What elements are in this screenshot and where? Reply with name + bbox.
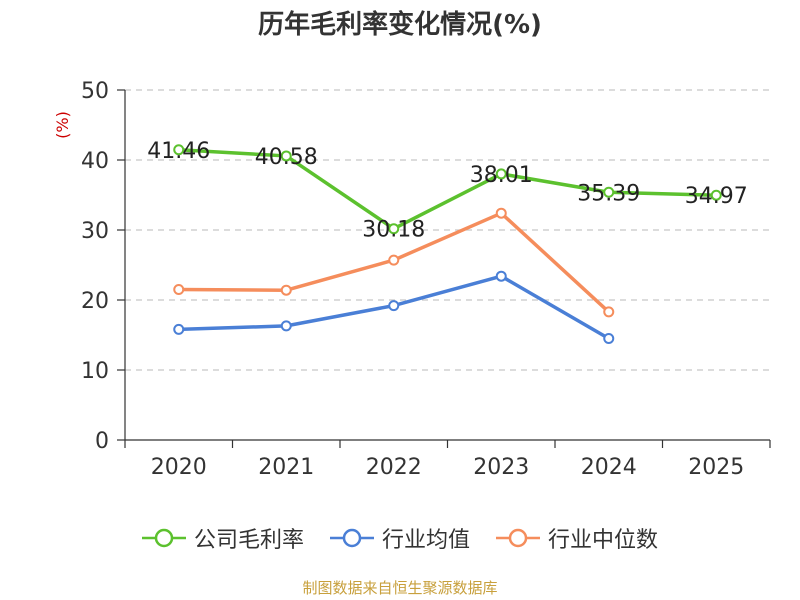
x-tick-label: 2024 <box>581 455 637 480</box>
legend-label: 行业中位数 <box>548 528 659 553</box>
chart-title: 历年毛利率变化情况(%) <box>258 10 542 40</box>
series-line <box>177 148 718 231</box>
y-tick-label: 30 <box>81 219 109 244</box>
data-label: 35.39 <box>577 181 640 206</box>
data-point <box>495 168 507 180</box>
x-tick-label: 2021 <box>258 455 314 480</box>
data-point <box>280 284 292 296</box>
legend: 公司毛利率 行业均值 行业中位数 <box>0 518 800 558</box>
data-label: 30.18 <box>362 218 425 243</box>
data-point <box>495 270 507 282</box>
data-point <box>173 144 185 156</box>
legend-swatch-icon <box>329 528 374 548</box>
legend-item[interactable]: 公司毛利率 <box>141 522 304 554</box>
data-point <box>388 254 400 266</box>
data-label: 41.46 <box>147 139 210 164</box>
data-point <box>173 323 185 335</box>
y-tick-label: 50 <box>81 79 109 104</box>
legend-label: 公司毛利率 <box>193 528 304 553</box>
data-point <box>173 284 185 295</box>
data-label: 38.01 <box>470 163 533 188</box>
data-point <box>603 306 615 318</box>
legend-item[interactable]: 行业均值 <box>329 522 470 554</box>
data-label-layer: 41.46 40.58 30.18 38.01 35.39 34.97 <box>147 139 747 243</box>
data-point <box>603 333 615 344</box>
data-label: 40.58 <box>255 145 318 170</box>
x-tick-label: 2022 <box>366 455 422 480</box>
x-tick-label: 2020 <box>151 455 207 480</box>
data-point <box>495 207 507 219</box>
data-point <box>388 300 400 312</box>
legend-swatch-icon <box>141 528 186 548</box>
data-point <box>388 223 400 235</box>
y-tick-label: 0 <box>95 429 109 454</box>
data-point <box>710 189 722 201</box>
grid-layer <box>125 89 770 371</box>
legend-item[interactable]: 行业中位数 <box>496 522 658 554</box>
legend-swatch-icon <box>496 528 540 548</box>
y-tick-label: 20 <box>81 289 109 314</box>
legend-label: 行业均值 <box>381 528 470 553</box>
data-point <box>280 150 292 162</box>
series-layer <box>173 144 722 344</box>
data-point <box>280 320 292 332</box>
source-note: 制图数据来自恒生聚源数据库 <box>302 579 498 597</box>
y-axis-label: (%) <box>53 111 72 139</box>
data-point <box>603 186 615 198</box>
axis-layer: 0 10 20 30 40 50 2020 2021 2022 2023 2024 2025 (%) <box>53 79 771 480</box>
data-label: 34.97 <box>685 184 748 209</box>
x-tick-label: 2023 <box>473 455 529 480</box>
y-tick-label: 40 <box>81 149 109 174</box>
x-tick-label: 2025 <box>688 455 744 480</box>
y-tick-label: 10 <box>81 359 109 384</box>
